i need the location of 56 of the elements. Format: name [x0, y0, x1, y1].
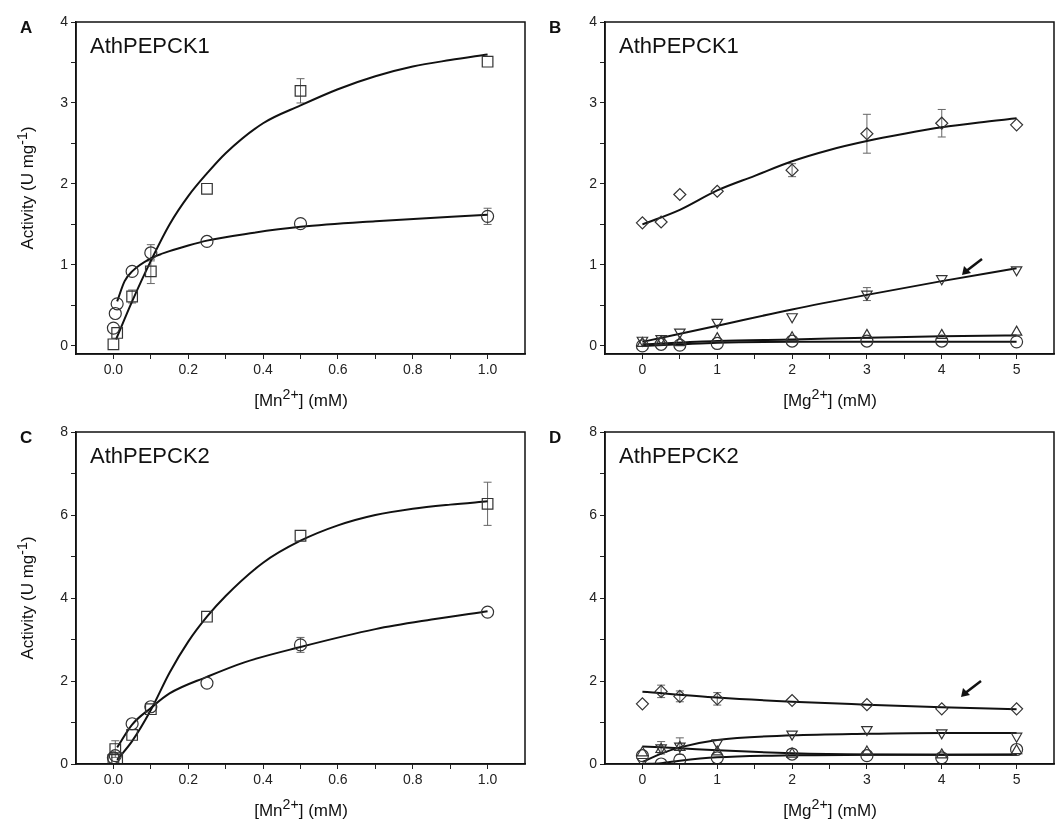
- y-tick-label: 6: [60, 505, 69, 522]
- x-tick-label: 5: [1012, 361, 1021, 378]
- x-tick-label: 0.0: [103, 361, 124, 378]
- y-tick-label: 0: [589, 754, 598, 771]
- text: AthPEPCK2: [90, 443, 210, 469]
- x-tick-label: 0.2: [178, 771, 199, 788]
- x-axis-title: [Mg$^{2+}$] (mM): [783, 796, 877, 821]
- chart-title: A: [20, 18, 33, 38]
- x-tick-label: 0.4: [253, 361, 274, 378]
- x-tick-label: 1.0: [477, 361, 498, 378]
- x-tick-label: 4: [937, 771, 946, 788]
- y-tick-label: 4: [589, 12, 598, 29]
- y-tick-label: 4: [60, 588, 69, 605]
- x-tick-label: 3: [863, 771, 872, 788]
- y-tick-label: 6: [589, 505, 598, 522]
- y-tick-label: 0: [589, 336, 598, 353]
- y-tick-label: 0: [60, 754, 69, 771]
- x-tick-label: 0: [638, 771, 647, 788]
- chart-title: C: [20, 428, 33, 448]
- x-axis-title: [Mn$^{2+}$] (mM): [254, 386, 348, 411]
- y-tick-label: 2: [589, 174, 598, 191]
- y-tick-label: 3: [589, 93, 598, 110]
- y-tick-label: 1: [60, 255, 69, 272]
- x-tick-label: 4: [937, 361, 946, 378]
- text: AthPEPCK1: [90, 33, 210, 59]
- y-tick-label: 2: [60, 174, 69, 191]
- x-tick-label: 0.8: [403, 771, 423, 788]
- x-tick-label: 0.0: [103, 771, 124, 788]
- x-tick-label: 3: [863, 361, 872, 378]
- y-tick-label: 0: [60, 336, 69, 353]
- x-tick-label: 1.0: [477, 771, 498, 788]
- x-tick-label: 0.8: [403, 361, 423, 378]
- x-tick-label: 2: [788, 771, 797, 788]
- x-axis-title: [Mg$^{2+}$] (mM): [783, 386, 877, 411]
- x-tick-label: 0.6: [328, 361, 348, 378]
- x-tick-label: 0.6: [328, 771, 348, 788]
- x-tick-label: 0.4: [253, 771, 274, 788]
- x-tick-label: 5: [1012, 771, 1021, 788]
- x-tick-label: 2: [788, 361, 797, 378]
- x-axis-title: [Mn$^{2+}$] (mM): [254, 796, 348, 821]
- y-tick-label: 3: [60, 93, 69, 110]
- y-tick-label: 1: [589, 255, 598, 272]
- y-tick-label: 8: [60, 422, 69, 439]
- x-tick-label: 1: [713, 361, 722, 378]
- y-tick-label: 8: [589, 422, 598, 439]
- y-tick-label: 4: [589, 588, 598, 605]
- x-tick-label: 0: [638, 361, 647, 378]
- chart-title: D: [549, 428, 562, 448]
- x-tick-label: 0.2: [178, 361, 199, 378]
- text: AthPEPCK1: [619, 33, 739, 59]
- chart-title: B: [549, 18, 562, 38]
- y-tick-label: 2: [589, 671, 598, 688]
- y-tick-label: 4: [60, 12, 69, 29]
- text: AthPEPCK2: [619, 443, 739, 469]
- y-tick-label: 2: [60, 671, 69, 688]
- x-tick-label: 1: [713, 771, 722, 788]
